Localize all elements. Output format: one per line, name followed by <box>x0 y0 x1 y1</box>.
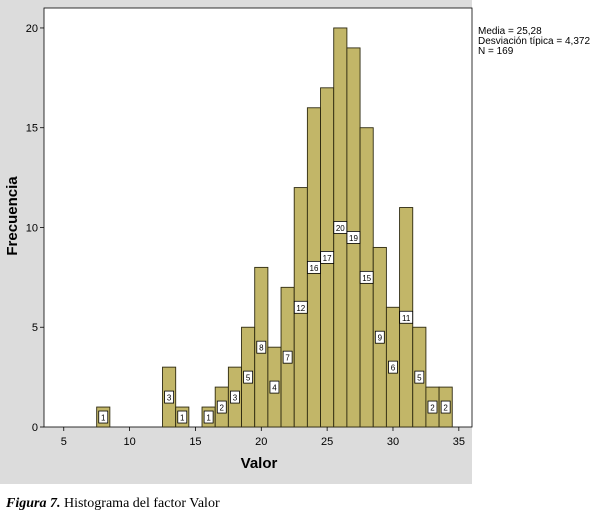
bar-value-label-box <box>320 251 335 264</box>
bar-value-label-box <box>346 231 361 244</box>
y-tick-label: 20 <box>26 23 38 35</box>
bar-value-label-box <box>293 300 308 314</box>
bar-value-label: 3 <box>167 394 172 403</box>
bar-value-label-box <box>98 410 109 424</box>
bar-value-label-box <box>414 370 425 384</box>
bar-value-label-box <box>333 221 348 234</box>
bar-value-label: 1 <box>206 414 211 423</box>
x-tick-label: 15 <box>189 436 201 448</box>
bar-value-label-box <box>243 370 254 384</box>
bar-value-label: 20 <box>336 224 345 233</box>
x-tick-label: 35 <box>453 436 465 448</box>
bar-value-label: 5 <box>417 374 422 383</box>
bar-value-label: 6 <box>391 364 396 373</box>
bar-value-label-box <box>230 390 240 404</box>
bar-value-label-box <box>256 340 267 354</box>
stats-mean: Media = 25,28 <box>478 26 542 37</box>
bar-value-label: 17 <box>323 254 332 263</box>
bar-value-label-box <box>427 400 438 414</box>
figure-caption-text: Histograma del factor Valor <box>63 496 220 511</box>
figure-caption: Figura 7. Histograma del factor Valor <box>6 496 220 512</box>
bar-value-label: 19 <box>349 234 358 243</box>
y-axis: 0 5 10 15 20 <box>26 23 44 434</box>
bar-value-label-box <box>440 400 451 414</box>
y-axis-label: Frecuencia <box>4 176 21 256</box>
x-tick-label: 20 <box>255 436 267 448</box>
bar-value-label: 5 <box>246 374 251 383</box>
bar-value-label: 2 <box>443 404 448 413</box>
stats-n: N = 169 <box>478 46 514 57</box>
bar-value-label-box <box>374 330 385 344</box>
y-tick-label: 10 <box>26 222 38 234</box>
bar-value-label: 1 <box>180 414 185 423</box>
bar-value-label-box <box>307 260 321 274</box>
stats-box: Media = 25,28 Desviación típica = 4,372 … <box>478 27 590 57</box>
x-tick-label: 25 <box>321 436 333 448</box>
bar-value-label-box <box>203 410 214 424</box>
figure-number: Figura 7. <box>6 496 61 511</box>
bar-value-label: 12 <box>296 304 305 313</box>
x-tick-label: 5 <box>61 436 67 448</box>
bar-value-label-box <box>216 400 227 414</box>
bar-value-label: 3 <box>233 394 238 403</box>
bar-value-label: 15 <box>362 274 371 283</box>
bar-value-label: 7 <box>285 354 290 363</box>
bar-value-label: 9 <box>378 334 383 343</box>
bar-value-label-box <box>269 380 280 394</box>
bar-value-label-box <box>177 410 188 424</box>
bar-value-label: 11 <box>402 314 411 323</box>
bar-value-label-box <box>388 360 398 374</box>
bar-value-label: 1 <box>101 414 106 423</box>
y-tick-label: 5 <box>32 322 38 334</box>
bar-value-label-box <box>399 310 414 324</box>
y-tick-label: 0 <box>32 422 38 434</box>
x-tick-label: 10 <box>123 436 135 448</box>
x-axis: 5 10 15 20 25 30 35 <box>61 427 465 448</box>
bar-value-label: 2 <box>220 404 225 413</box>
bar-value-label: 8 <box>259 344 264 353</box>
bar-value-label-box <box>164 390 175 404</box>
stats-sd: Desviación típica = 4,372 <box>478 36 591 47</box>
bar-value-label-box <box>359 270 374 284</box>
x-axis-label: Valor <box>241 455 278 472</box>
bar-value-label: 2 <box>430 404 435 413</box>
bar-value-label-box <box>282 350 293 364</box>
x-tick-label: 30 <box>387 436 399 448</box>
bar-value-label: 4 <box>272 384 277 393</box>
bar-value-label: 16 <box>310 264 319 273</box>
y-tick-label: 15 <box>26 123 38 135</box>
